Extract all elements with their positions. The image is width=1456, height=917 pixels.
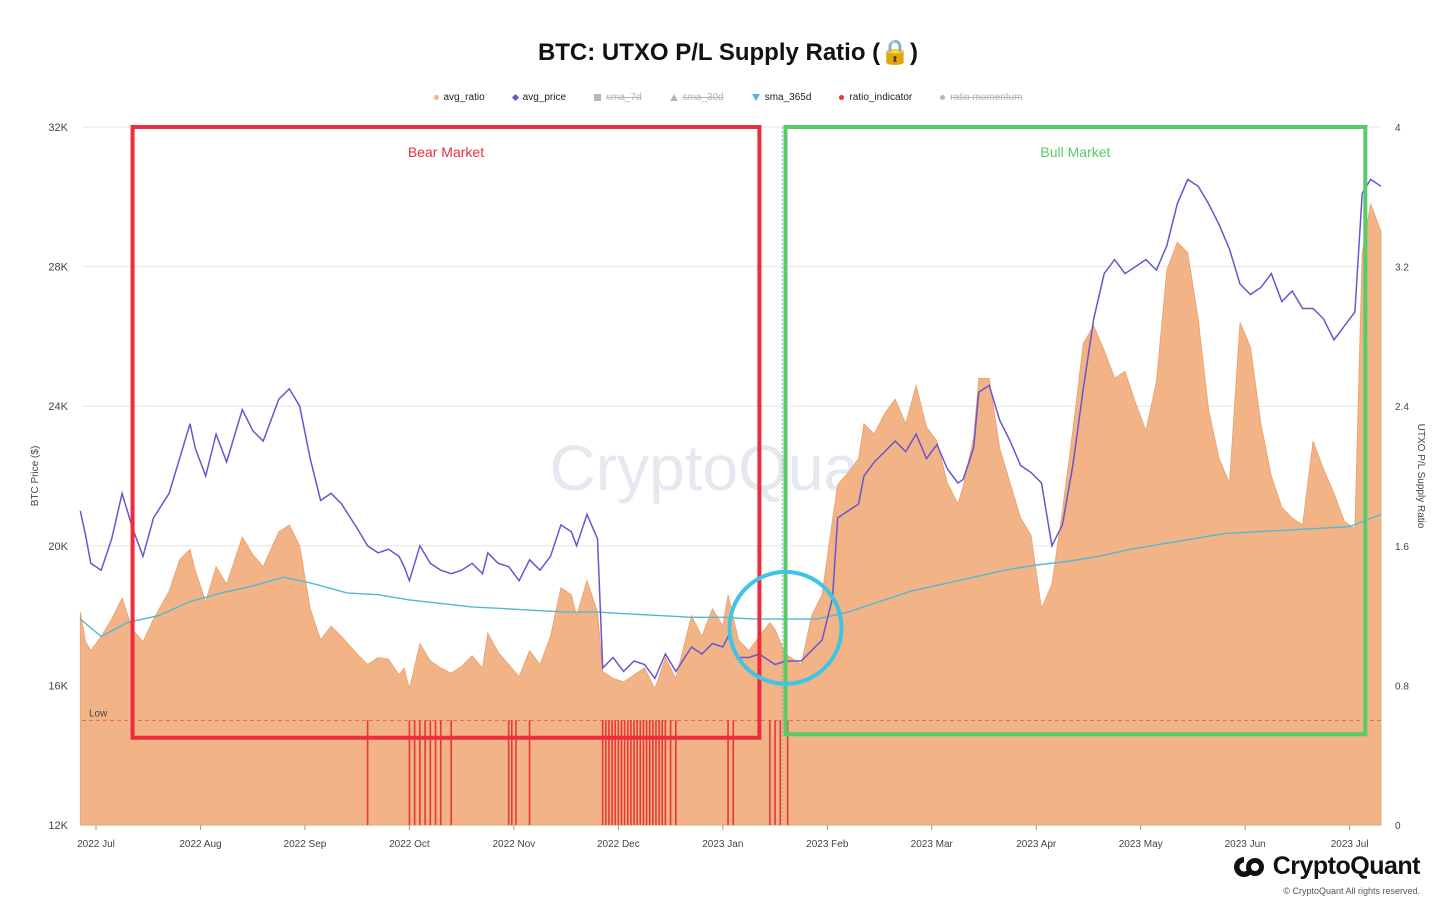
legend-item-avg-price[interactable]: avg_price <box>511 92 566 103</box>
legend-marker-circle-icon <box>433 95 439 100</box>
y-left-axis-label: BTC Price ($) <box>30 446 41 507</box>
x-tick-label: 2023 Jan <box>702 839 743 850</box>
y-right-axis-label: UTXO P/L Supply Ratio <box>1415 424 1426 529</box>
legend-marker-circle-icon <box>940 95 946 100</box>
y-right-tick-label: 3.2 <box>1395 263 1409 274</box>
x-tick-label: 2023 Jul <box>1331 839 1369 850</box>
y-left-tick-label: 32K <box>48 122 68 134</box>
x-tick-label: 2022 Aug <box>179 839 221 850</box>
bear-market-box-label: Bear Market <box>408 144 484 160</box>
x-tick-label: 2023 May <box>1119 839 1163 850</box>
x-tick-label: 2022 Nov <box>492 839 535 850</box>
x-tick-label: 2022 Jul <box>77 839 115 850</box>
legend-label: sma_30d <box>682 92 724 103</box>
x-tick-label: 2023 Apr <box>1016 839 1057 850</box>
y-right-tick-label: 1.6 <box>1395 542 1409 553</box>
legend-label: avg_price <box>522 92 566 103</box>
legend-item-ratio-indicator[interactable]: ratio_indicator <box>839 92 912 103</box>
legend-item-sma-365d[interactable]: sma_365d <box>751 92 812 103</box>
y-left-tick-label: 16K <box>48 680 68 692</box>
legend-label: sma_7d <box>606 92 642 103</box>
chart-title: BTC: UTXO P/L Supply Ratio (🔒) <box>537 39 919 66</box>
y-left-tick-label: 24K <box>48 401 68 413</box>
legend-label: sma_365d <box>764 92 812 103</box>
copyright-text: © CryptoQuant All rights reserved. <box>1283 886 1420 896</box>
x-tick-label: 2022 Sep <box>284 839 327 850</box>
avg-ratio-area <box>79 202 1382 826</box>
low-threshold-label: Low <box>89 708 108 719</box>
x-tick-label: 2023 Jun <box>1225 839 1266 850</box>
legend-item-ratio-momentum[interactable]: ratio momentum <box>940 92 1022 103</box>
legend-marker-circle-icon <box>839 95 845 100</box>
legend-label: avg_ratio <box>443 92 485 103</box>
legend-item-avg-ratio[interactable]: avg_ratio <box>433 92 485 103</box>
chart-legend: avg_ratio avg_price sma_7d sma_30d sma_3… <box>0 92 1456 103</box>
x-tick-label: 2023 Mar <box>911 839 954 850</box>
x-tick-label: 2022 Dec <box>597 839 640 850</box>
x-tick-label: 2023 Feb <box>806 839 849 850</box>
legend-label: ratio_indicator <box>849 92 913 103</box>
y-left-tick-label: 20K <box>48 541 68 553</box>
legend-item-sma-30d[interactable]: sma_30d <box>669 92 724 103</box>
legend-item-sma-7d[interactable]: sma_7d <box>594 92 642 103</box>
legend-marker-square-icon <box>594 94 601 101</box>
legend-label: ratio momentum <box>950 92 1023 103</box>
legend-marker-triangle-down-icon <box>751 94 760 101</box>
y-right-tick-label: 0.8 <box>1395 681 1409 692</box>
legend-marker-triangle-icon <box>669 94 678 101</box>
brand-logo: CryptoQuant <box>1233 852 1421 881</box>
brand-name: CryptoQuant <box>1272 852 1421 880</box>
y-right-tick-label: 0 <box>1395 821 1401 832</box>
y-right-tick-label: 4 <box>1395 123 1401 134</box>
sma-365d-line <box>79 513 1382 638</box>
y-right-tick-label: 2.4 <box>1395 402 1409 413</box>
highlight-circle <box>727 569 844 686</box>
bull-market-box <box>783 125 1368 737</box>
x-tick-label: 2022 Oct <box>389 839 430 850</box>
bear-market-box <box>130 125 762 740</box>
bull-market-box-label: Bull Market <box>1040 144 1110 160</box>
y-left-tick-label: 12K <box>48 820 68 832</box>
y-left-tick-label: 28K <box>48 262 68 274</box>
cryptoquant-logo-icon <box>1233 855 1264 877</box>
